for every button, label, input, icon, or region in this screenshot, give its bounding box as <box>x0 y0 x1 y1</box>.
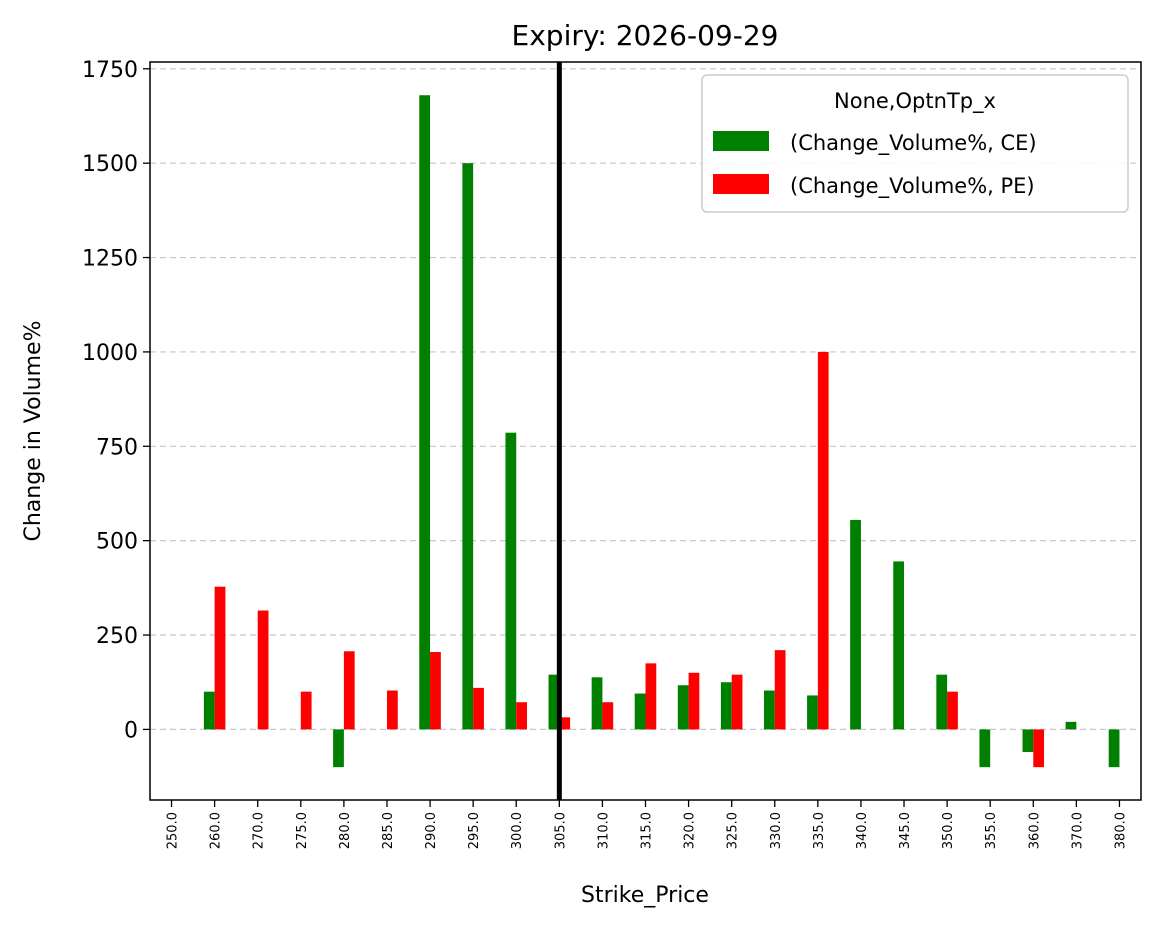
bar-pe-290-0 <box>430 652 441 730</box>
bar-ce-305-0 <box>548 674 560 730</box>
y-axis-label: Change in Volume% <box>21 321 46 542</box>
x-tick-label: 335.0 <box>812 812 827 849</box>
bar-pe-305-0 <box>559 717 571 730</box>
chart-title: Expiry: 2026-09-29 <box>512 19 779 52</box>
x-tick-label: 290.0 <box>424 812 439 849</box>
bar-pe-310-0 <box>602 702 614 730</box>
x-tick-label: 250.0 <box>166 812 181 849</box>
x-tick-label: 350.0 <box>941 812 956 849</box>
bar-pe-300-0 <box>516 702 528 730</box>
bars <box>203 95 1120 768</box>
x-tick-label: 295.0 <box>467 812 482 849</box>
x-tick-label: 380.0 <box>1113 812 1128 849</box>
x-tick-label: 320.0 <box>683 812 698 849</box>
x-axis: 250.0 260.0 270.0 275.0 280.0 285.0 290.0 295.0… <box>166 800 1128 849</box>
x-tick-label: 360.0 <box>1027 812 1042 849</box>
bar-pe-330-0 <box>774 650 786 730</box>
x-tick-label: 340.0 <box>855 812 870 849</box>
legend-box <box>701 74 1129 213</box>
x-tick-label: 270.0 <box>252 812 267 849</box>
x-tick-label: 260.0 <box>209 812 224 849</box>
x-tick-label: 325.0 <box>726 812 741 849</box>
bar-ce-290-0 <box>419 95 431 730</box>
y-tick-label: 1750 <box>82 58 138 83</box>
x-tick-label: 315.0 <box>640 812 655 849</box>
legend-swatch-ce <box>713 131 769 151</box>
bar-ce-345-0 <box>893 561 905 730</box>
x-axis-label: Strike_Price <box>581 883 709 908</box>
x-tick-label: 275.0 <box>295 812 310 849</box>
y-tick-label: 750 <box>96 435 138 460</box>
x-tick-label: 330.0 <box>769 812 784 849</box>
bar-ce-340-0 <box>850 519 861 730</box>
bar-ce-335-0 <box>807 695 818 730</box>
bar-pe-315-0 <box>645 663 657 730</box>
bar-ce-330-0 <box>763 690 775 730</box>
bar-pe-360-0 <box>1033 729 1045 768</box>
x-tick-label: 280.0 <box>338 812 353 849</box>
bar-ce-360-0 <box>1022 729 1034 753</box>
y-tick-label: 1250 <box>82 247 138 272</box>
legend-label-pe: (Change_Volume%, PE) <box>790 174 1035 199</box>
bar-pe-320-0 <box>688 672 700 730</box>
x-tick-label: 345.0 <box>898 812 913 849</box>
bar-pe-335-0 <box>817 351 829 730</box>
bar-pe-275-0 <box>300 691 312 730</box>
bar-pe-280-0 <box>343 651 355 730</box>
bar-ce-370-0 <box>1065 721 1077 730</box>
bar-ce-300-0 <box>505 432 517 730</box>
y-tick-label: 0 <box>124 718 138 743</box>
legend: None,OptnTp_x (Change_Volume%, CE) (Chan… <box>701 74 1129 213</box>
bar-ce-295-0 <box>462 163 474 730</box>
bar-pe-285-0 <box>386 690 398 730</box>
x-tick-label: 300.0 <box>510 812 525 849</box>
bar-pe-295-0 <box>473 687 484 730</box>
y-tick-label: 1500 <box>82 152 138 177</box>
bar-ce-310-0 <box>591 677 603 730</box>
x-tick-label: 305.0 <box>553 812 568 849</box>
bar-pe-260-0 <box>214 586 226 730</box>
bar-ce-315-0 <box>634 693 646 730</box>
bar-ce-350-0 <box>936 674 948 730</box>
x-tick-label: 285.0 <box>381 812 396 849</box>
x-tick-label: 370.0 <box>1070 812 1085 849</box>
bar-ce-325-0 <box>720 682 732 730</box>
y-tick-label: 1000 <box>82 341 138 366</box>
bar-ce-355-0 <box>979 729 991 768</box>
bar-pe-325-0 <box>731 674 743 730</box>
bar-pe-270-0 <box>257 610 269 730</box>
x-tick-label: 310.0 <box>596 812 611 849</box>
legend-title: None,OptnTp_x <box>834 89 996 114</box>
bar-pe-350-0 <box>947 691 958 730</box>
bar-ce-320-0 <box>677 685 689 730</box>
legend-swatch-pe <box>713 174 769 194</box>
y-axis: 0 250 500 750 1000 1250 1500 1750 <box>82 58 150 743</box>
y-tick-label: 250 <box>96 624 138 649</box>
legend-label-ce: (Change_Volume%, CE) <box>790 131 1037 156</box>
bar-ce-280-0 <box>333 729 344 768</box>
y-tick-label: 500 <box>96 530 138 555</box>
bar-ce-380-0 <box>1108 729 1120 768</box>
gridlines <box>150 68 1141 731</box>
bar-ce-260-0 <box>203 691 215 730</box>
x-tick-label: 355.0 <box>984 812 999 849</box>
